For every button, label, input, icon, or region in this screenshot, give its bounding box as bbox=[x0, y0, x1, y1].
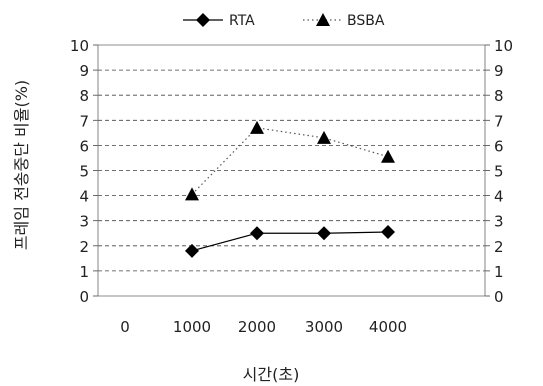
y2-tick-label-0: 0 bbox=[494, 288, 504, 306]
y2-tick-label-2: 2 bbox=[494, 238, 504, 256]
y-tick-label-5: 5 bbox=[79, 163, 89, 181]
series-rta-point-3000 bbox=[317, 226, 331, 241]
series-rta-point-1000 bbox=[185, 243, 199, 258]
y-axis-title: 프레임 전송중단 비율(%) bbox=[12, 80, 31, 250]
series-bsba-point-4000 bbox=[381, 149, 395, 163]
y2-tick-label-9: 9 bbox=[494, 62, 504, 80]
y2-tick-label-6: 6 bbox=[494, 137, 504, 155]
y-tick-label-7: 7 bbox=[79, 112, 89, 130]
y-tick-label-8: 8 bbox=[79, 87, 89, 105]
y-tick-label-3: 3 bbox=[79, 213, 89, 231]
legend-bsba-marker bbox=[316, 13, 330, 26]
x-tick-label-0: 0 bbox=[120, 318, 130, 336]
series-layer bbox=[185, 120, 395, 258]
y2-tick-label-10: 10 bbox=[494, 37, 513, 55]
x-axis-title: 시간(초) bbox=[243, 365, 300, 384]
tick-labels: 0 0 1 1 2 2 3 3 4 4 5 5 6 6 7 7 8 8 9 9 10 10 0 1000 2000 3000 400… bbox=[70, 37, 513, 336]
series-bsba-point-3000 bbox=[317, 130, 331, 144]
series-bsba-line bbox=[191, 127, 389, 195]
series-rta-line bbox=[191, 231, 389, 252]
x-tick-label-3000: 3000 bbox=[305, 318, 343, 336]
y2-tick-label-3: 3 bbox=[494, 213, 504, 231]
y-tick-label-9: 9 bbox=[79, 62, 89, 80]
series-rta-point-4000 bbox=[381, 224, 395, 239]
series-rta-point-2000 bbox=[250, 226, 264, 241]
gridlines bbox=[98, 69, 485, 272]
x-tick-label-4000: 4000 bbox=[369, 318, 407, 336]
x-tick-label-2000: 2000 bbox=[238, 318, 276, 336]
legend: RTA BSBA bbox=[183, 13, 385, 29]
legend-rta-marker bbox=[196, 13, 210, 27]
legend-bsba-label: BSBA bbox=[347, 13, 385, 29]
plot-frame bbox=[93, 44, 490, 297]
series-bsba-point-2000 bbox=[250, 120, 264, 134]
y2-tick-label-5: 5 bbox=[494, 163, 504, 181]
y2-tick-label-7: 7 bbox=[494, 112, 504, 130]
y2-tick-label-4: 4 bbox=[494, 188, 504, 206]
series-bsba-point-1000 bbox=[185, 187, 199, 201]
y-tick-label-2: 2 bbox=[79, 238, 89, 256]
y-tick-label-0: 0 bbox=[79, 288, 89, 306]
y2-tick-label-1: 1 bbox=[494, 263, 504, 281]
y2-tick-label-8: 8 bbox=[494, 87, 504, 105]
x-tick-label-1000: 1000 bbox=[173, 318, 211, 336]
y-tick-label-10: 10 bbox=[70, 37, 89, 55]
legend-rta-label: RTA bbox=[229, 13, 255, 29]
y-tick-label-6: 6 bbox=[79, 137, 89, 155]
y-tick-label-1: 1 bbox=[79, 263, 89, 281]
y-tick-label-4: 4 bbox=[79, 188, 89, 206]
